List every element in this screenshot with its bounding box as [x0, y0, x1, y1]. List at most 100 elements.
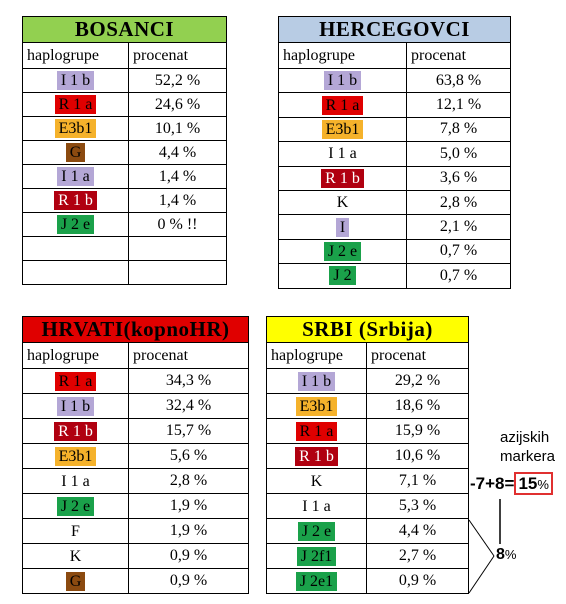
haplogroup-cell: R 1 b: [278, 165, 407, 191]
haplogroup-chip: E3b1: [295, 396, 338, 416]
haplogroup-cell: J 2e1: [266, 568, 367, 594]
haplogroup-chip: E3b1: [54, 446, 97, 466]
table-row: I 1 a 5,3 %: [266, 493, 469, 519]
haplogroup-cell: J 2 e: [278, 238, 407, 265]
haplogroup-chip: J 2 e: [323, 241, 362, 261]
bracket-upper-line: [468, 519, 495, 557]
table-row: I 1 a 5,0 %: [278, 141, 512, 167]
table-row: E3b1 18,6 %: [266, 393, 469, 419]
table-row: I 2,1 %: [278, 214, 512, 240]
table-row: [22, 260, 228, 285]
haplogroup-chip: K: [69, 547, 82, 565]
label-line-2: markera: [500, 448, 556, 465]
haplogroup-cell: R 1 b: [22, 188, 129, 213]
percent-cell: 0,7 %: [405, 238, 512, 265]
haplogroup-chip: R 1 a: [321, 95, 364, 115]
percent-cell: 4,4 %: [127, 140, 228, 165]
asian-markers-sum: -7+8= 15%: [470, 472, 553, 495]
haplogroup-chip: R 1 a: [54, 95, 97, 114]
percent-cell: 24,6 %: [127, 92, 228, 117]
haplogroup-chip: G: [65, 571, 86, 591]
haplogroup-chip: R 1 b: [321, 168, 364, 188]
table-row: J 2 e 1,9 %: [22, 493, 249, 519]
haplogroup-cell: J 2: [278, 263, 407, 289]
table-row: J 2 e 0 % !!: [22, 212, 228, 237]
haplogroup-cell: I: [278, 214, 407, 240]
table-row: J 2 0,7 %: [278, 263, 512, 289]
percent-cell: 2,8 %: [128, 468, 249, 494]
percent-cell: 10,1 %: [127, 116, 228, 141]
percent-cell: 29,2 %: [366, 368, 469, 394]
haplogroup-cell: [22, 260, 129, 285]
percent-cell: 10,6 %: [366, 443, 469, 469]
haplogroup-chip: J 2 e: [56, 215, 95, 234]
sum-result-box: 15%: [514, 472, 553, 495]
haplogroup-chip: I 1 a: [61, 472, 90, 490]
haplogroup-cell: R 1 a: [22, 92, 129, 117]
haplogroup-cell: J 2f1: [266, 543, 367, 569]
sum-unit: %: [537, 477, 549, 492]
percent-cell: [127, 260, 228, 285]
haplogroup-cell: E3b1: [278, 116, 407, 143]
haplogroup-chip: I 1 a: [57, 167, 94, 186]
bracket-value: 8: [496, 546, 505, 563]
haplogroup-cell: J 2 e: [266, 518, 367, 544]
percent-cell: 2,7 %: [366, 543, 469, 569]
column-header-percent: procenat: [405, 42, 512, 69]
haplogroup-chip: R 1 b: [54, 191, 97, 210]
haplogroup-chip: I 1 b: [56, 71, 95, 90]
haplogroup-chip: J 2f1: [296, 546, 337, 566]
haplogroup-chip: R 1 a: [54, 371, 97, 391]
haplogroup-cell: K: [278, 189, 407, 216]
haplogroup-cell: R 1 b: [22, 418, 129, 444]
haplogroup-chip: I 1 a: [302, 497, 331, 515]
percent-cell: 0,7 %: [405, 263, 512, 289]
haplogroup-cell: I 1 a: [266, 493, 367, 519]
table-row: R 1 b 15,7 %: [22, 418, 249, 444]
percent-cell: 0,9 %: [366, 568, 469, 594]
haplogroup-chip: J 2: [329, 266, 356, 286]
haplogroup-cell: G: [22, 568, 129, 594]
haplogroup-cell: R 1 a: [278, 92, 407, 118]
table-row: K 0,9 %: [22, 543, 249, 569]
percent-cell: 1,9 %: [128, 493, 249, 519]
column-header-haplogroups: haplogrupe: [266, 342, 367, 369]
table-srbi: SRBI (Srbija) haplogrupe procenat I 1 b 2…: [266, 316, 469, 594]
percent-cell: 5,0 %: [405, 141, 512, 167]
haplogroup-cell: I 1 b: [266, 368, 367, 394]
haplogroup-cell: J 2 e: [22, 493, 129, 519]
haplogroup-cell: F: [22, 518, 129, 544]
haplogroup-chip: R 1 b: [54, 421, 97, 441]
bracket-unit: %: [504, 547, 517, 562]
percent-cell: 15,7 %: [128, 418, 249, 444]
haplogroup-cell: K: [22, 543, 129, 569]
percent-cell: 63,8 %: [405, 67, 512, 94]
percent-cell: 12,1 %: [405, 92, 512, 118]
table-row: I 1 b 52,2 %: [22, 68, 228, 93]
table-row: G 0,9 %: [22, 568, 249, 594]
haplogroup-cell: I 1 b: [278, 67, 407, 94]
table-row: R 1 b 1,4 %: [22, 188, 228, 213]
table-row: I 1 a 2,8 %: [22, 468, 249, 494]
percent-cell: 5,6 %: [128, 443, 249, 469]
table-title: HRVATI(kopnoHR): [22, 316, 249, 343]
table-row: E3b1 7,8 %: [278, 116, 512, 143]
table-row: I 1 b 29,2 %: [266, 368, 469, 394]
percent-cell: 15,9 %: [366, 418, 469, 444]
table-bosanci: BOSANCI haplogrupe procenat I 1 b 52,2 % R…: [21, 16, 228, 285]
haplogroup-chip: R 1 a: [295, 421, 338, 441]
table-hercegovci: HERCEGOVCI haplogrupe procenat I 1 b 63,8…: [277, 16, 512, 289]
column-header-percent: procenat: [366, 342, 469, 369]
haplogroup-cell: E3b1: [266, 393, 367, 419]
asian-markers-label: azijskih markera: [500, 428, 555, 466]
table-row: J 2f1 2,7 %: [266, 543, 469, 569]
table-row: R 1 a 24,6 %: [22, 92, 228, 117]
haplogroup-cell: I 1 b: [22, 393, 129, 419]
bracket-total: 8%: [496, 546, 516, 564]
haplogroup-chip: G: [65, 143, 86, 162]
table-row: J 2 e 4,4 %: [266, 518, 469, 544]
table-hrvati: HRVATI(kopnoHR) haplogrupe procenat R 1 …: [22, 316, 249, 594]
table-row: I 1 b 32,4 %: [22, 393, 249, 419]
bracket-lower-line: [468, 555, 495, 594]
